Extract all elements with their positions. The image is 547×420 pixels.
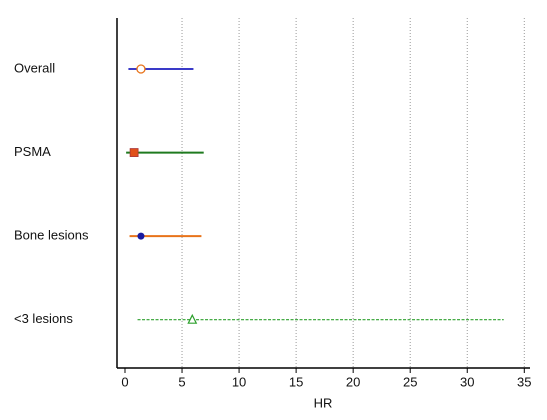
x-tick-label: 5 xyxy=(178,374,185,389)
point-marker xyxy=(187,313,198,324)
x-tick-label: 35 xyxy=(517,374,531,389)
x-tick-label: 10 xyxy=(232,374,246,389)
x-tick-label: 25 xyxy=(403,374,417,389)
point-marker xyxy=(129,148,139,157)
x-tick-label: 15 xyxy=(289,374,303,389)
point-marker xyxy=(137,232,145,240)
y-tick-label: <3 lesions xyxy=(14,311,73,326)
x-tick-label: 20 xyxy=(346,374,360,389)
y-tick-label: Overall xyxy=(14,60,55,75)
y-tick-label: PSMA xyxy=(14,144,51,159)
y-tick-label: Bone lesions xyxy=(14,228,89,243)
point-marker xyxy=(136,64,146,74)
x-tick-label: 30 xyxy=(460,374,474,389)
x-tick-label: 0 xyxy=(121,374,128,389)
x-axis-label: HR xyxy=(314,395,333,410)
